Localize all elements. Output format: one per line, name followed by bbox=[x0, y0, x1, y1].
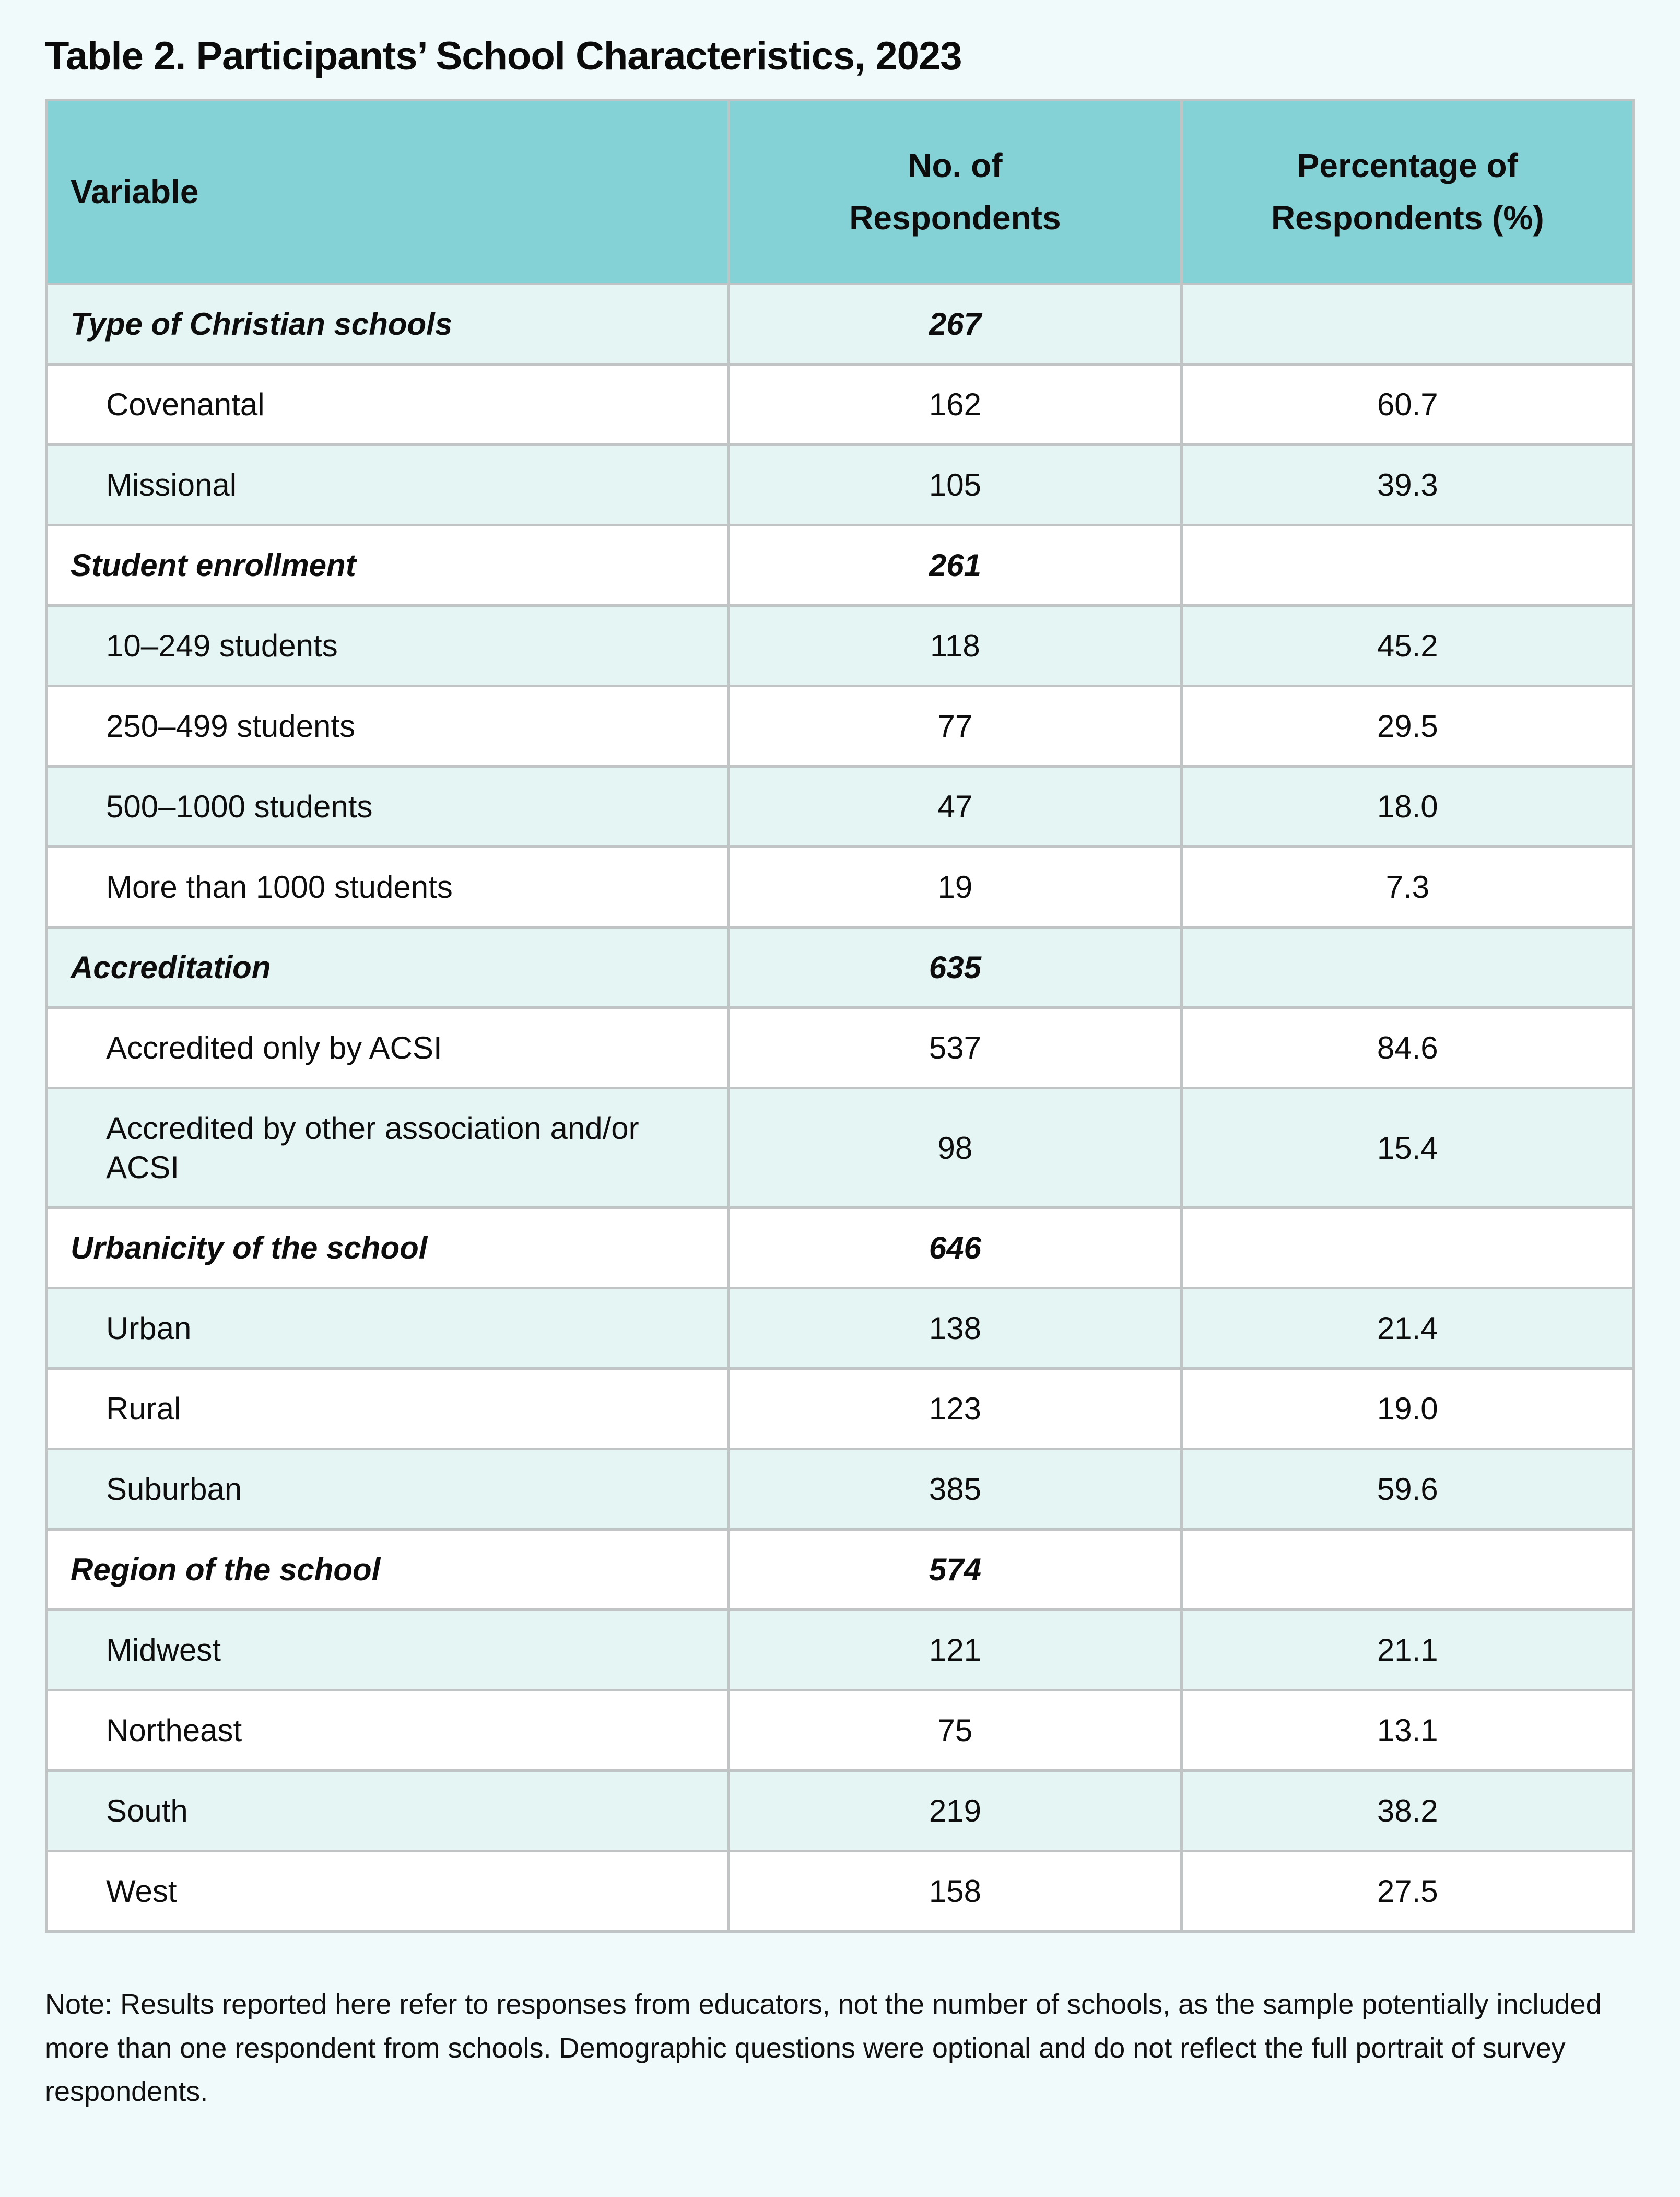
table-row-category: Region of the school 574 bbox=[44, 1528, 1636, 1611]
cell-percentage: 18.0 bbox=[1180, 765, 1636, 848]
table-row-category: Urbanicity of the school 646 bbox=[44, 1206, 1636, 1289]
column-header-respondents: No. of Respondents bbox=[727, 99, 1183, 285]
column-header-variable: Variable bbox=[44, 99, 731, 285]
cell-variable: Student enrollment bbox=[44, 524, 731, 607]
cell-respondents: 47 bbox=[727, 765, 1183, 848]
table-row-category: Type of Christian schools 267 bbox=[44, 283, 1636, 366]
cell-variable: Accreditation bbox=[44, 926, 731, 1009]
table-row: Midwest 121 21.1 bbox=[44, 1608, 1636, 1691]
cell-respondents: 19 bbox=[727, 845, 1183, 929]
cell-variable: 500–1000 students bbox=[44, 765, 731, 848]
table-row-category: Accreditation 635 bbox=[44, 926, 1636, 1009]
cell-variable: Urbanicity of the school bbox=[44, 1206, 731, 1289]
cell-respondents: 121 bbox=[727, 1608, 1183, 1691]
table-row: 500–1000 students 47 18.0 bbox=[44, 765, 1636, 848]
cell-variable: South bbox=[44, 1769, 731, 1852]
cell-percentage: 59.6 bbox=[1180, 1448, 1636, 1531]
cell-percentage: 19.0 bbox=[1180, 1367, 1636, 1450]
cell-percentage: 38.2 bbox=[1180, 1769, 1636, 1852]
cell-percentage bbox=[1180, 1528, 1636, 1611]
cell-respondents: 646 bbox=[727, 1206, 1183, 1289]
cell-respondents: 574 bbox=[727, 1528, 1183, 1611]
cell-respondents: 75 bbox=[727, 1689, 1183, 1772]
cell-respondents: 267 bbox=[727, 283, 1183, 366]
cell-respondents: 261 bbox=[727, 524, 1183, 607]
cell-respondents: 635 bbox=[727, 926, 1183, 1009]
cell-variable: Midwest bbox=[44, 1608, 731, 1691]
table-row: Accredited by other association and/or A… bbox=[44, 1087, 1636, 1209]
table-row: 10–249 students 118 45.2 bbox=[44, 604, 1636, 687]
table-header: Variable No. of Respondents Percentage o… bbox=[44, 99, 1636, 285]
cell-variable: More than 1000 students bbox=[44, 845, 731, 929]
cell-percentage: 60.7 bbox=[1180, 363, 1636, 446]
table-row: Accredited only by ACSI 537 84.6 bbox=[44, 1006, 1636, 1089]
table-row: 250–499 students 77 29.5 bbox=[44, 685, 1636, 768]
cell-variable: Accredited only by ACSI bbox=[44, 1006, 731, 1089]
cell-respondents: 118 bbox=[727, 604, 1183, 687]
cell-percentage: 84.6 bbox=[1180, 1006, 1636, 1089]
cell-percentage: 27.5 bbox=[1180, 1850, 1636, 1933]
cell-percentage bbox=[1180, 283, 1636, 366]
cell-variable: Covenantal bbox=[44, 363, 731, 446]
cell-percentage bbox=[1180, 524, 1636, 607]
cell-variable: 250–499 students bbox=[44, 685, 731, 768]
cell-variable: Region of the school bbox=[44, 1528, 731, 1611]
cell-respondents: 219 bbox=[727, 1769, 1183, 1852]
cell-percentage: 21.1 bbox=[1180, 1608, 1636, 1691]
table-row: Suburban 385 59.6 bbox=[44, 1448, 1636, 1531]
table-row: South 219 38.2 bbox=[44, 1769, 1636, 1852]
cell-variable: Rural bbox=[44, 1367, 731, 1450]
cell-respondents: 158 bbox=[727, 1850, 1183, 1933]
cell-variable: 10–249 students bbox=[44, 604, 731, 687]
cell-variable: Urban bbox=[44, 1287, 731, 1370]
cell-respondents: 385 bbox=[727, 1448, 1183, 1531]
cell-respondents: 138 bbox=[727, 1287, 1183, 1370]
cell-percentage: 39.3 bbox=[1180, 443, 1636, 526]
cell-variable: West bbox=[44, 1850, 731, 1933]
table-row: Rural 123 19.0 bbox=[44, 1367, 1636, 1450]
table-body: Type of Christian schools 267 Covenantal… bbox=[44, 283, 1636, 1933]
cell-variable: Accredited by other association and/or A… bbox=[44, 1087, 731, 1209]
school-characteristics-table: Variable No. of Respondents Percentage o… bbox=[44, 99, 1636, 1933]
cell-percentage: 29.5 bbox=[1180, 685, 1636, 768]
table-row-category: Student enrollment 261 bbox=[44, 524, 1636, 607]
cell-respondents: 98 bbox=[727, 1087, 1183, 1209]
cell-percentage: 7.3 bbox=[1180, 845, 1636, 929]
cell-respondents: 77 bbox=[727, 685, 1183, 768]
table-row: Covenantal 162 60.7 bbox=[44, 363, 1636, 446]
cell-respondents: 537 bbox=[727, 1006, 1183, 1089]
page: Table 2. Participants’ School Characteri… bbox=[0, 33, 1680, 2114]
cell-respondents: 105 bbox=[727, 443, 1183, 526]
cell-variable: Missional bbox=[44, 443, 731, 526]
cell-variable: Suburban bbox=[44, 1448, 731, 1531]
cell-percentage: 45.2 bbox=[1180, 604, 1636, 687]
cell-percentage bbox=[1180, 926, 1636, 1009]
table-row: Urban 138 21.4 bbox=[44, 1287, 1636, 1370]
table-row: More than 1000 students 19 7.3 bbox=[44, 845, 1636, 929]
table-row: West 158 27.5 bbox=[44, 1850, 1636, 1933]
cell-percentage bbox=[1180, 1206, 1636, 1289]
column-header-percentage: Percentage of Respondents (%) bbox=[1180, 99, 1636, 285]
table-row: Northeast 75 13.1 bbox=[44, 1689, 1636, 1772]
cell-percentage: 15.4 bbox=[1180, 1087, 1636, 1209]
cell-percentage: 13.1 bbox=[1180, 1689, 1636, 1772]
cell-percentage: 21.4 bbox=[1180, 1287, 1636, 1370]
table-row: Missional 105 39.3 bbox=[44, 443, 1636, 526]
cell-variable: Type of Christian schools bbox=[44, 283, 731, 366]
table-title: Table 2. Participants’ School Characteri… bbox=[45, 34, 962, 78]
cell-variable: Northeast bbox=[44, 1689, 731, 1772]
cell-respondents: 162 bbox=[727, 363, 1183, 446]
header-row: Variable No. of Respondents Percentage o… bbox=[44, 99, 1636, 285]
table-note: Note: Results reported here refer to res… bbox=[45, 1989, 1602, 2108]
cell-respondents: 123 bbox=[727, 1367, 1183, 1450]
